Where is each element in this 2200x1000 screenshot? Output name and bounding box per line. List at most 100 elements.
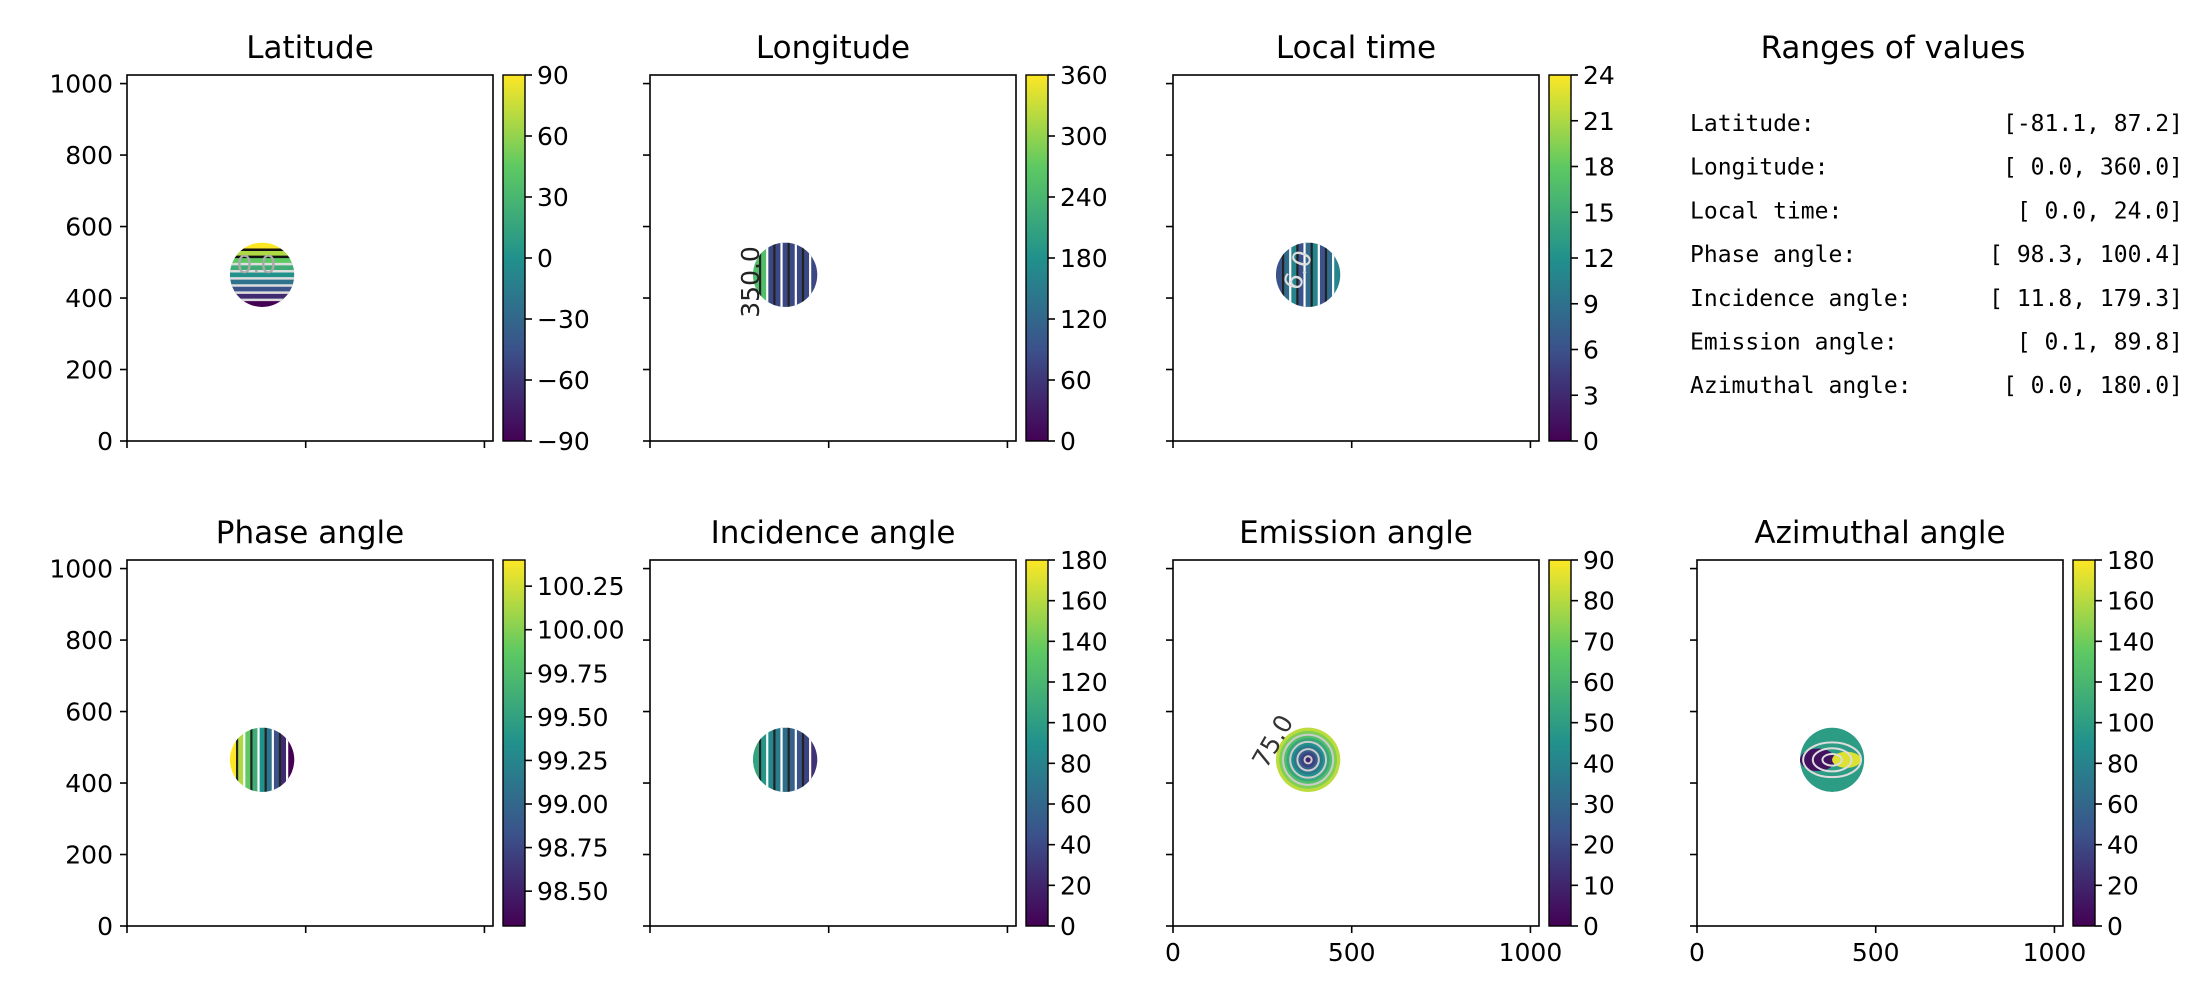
disk-band [229,271,295,279]
planet-disk-image [1275,242,1341,307]
colorbar-tick-label: 80 [1583,587,1615,616]
disk-band [287,727,295,792]
disk-band [251,727,260,792]
range-row-name: Phase angle: [1690,242,1856,268]
y-tick-label: 1000 [49,555,113,584]
colorbar [1026,560,1048,926]
colorbar-tick-label: 160 [2107,587,2155,616]
disk-band [767,727,775,792]
colorbar-tick-label: 12 [1583,244,1615,273]
colorbar-tick-label: 10 [1583,871,1615,900]
colorbar-tick-label: 40 [1583,749,1615,778]
colorbar-tick-label: 9 [1583,290,1599,319]
range-row-name: Longitude: [1690,155,1828,181]
colorbar-tick-label: 180 [1060,546,1108,575]
range-row-name: Latitude: [1690,111,1815,137]
disk-band [1283,242,1291,307]
disk-band [229,292,295,301]
axes-frame [649,74,1017,442]
disk-band [279,727,288,792]
disk-band [802,727,811,792]
colorbar-tick-label: 0 [1060,912,1076,941]
contour-line [1303,755,1313,765]
contour-line [1802,741,1863,779]
colorbar-tick-label: 60 [1060,366,1092,395]
contour-line [1821,753,1843,767]
disk-band [1275,242,1284,307]
range-row-value: [-81.1, 87.2] [2003,111,2183,137]
disk-band [767,242,775,307]
colorbar-tick-label: 6 [1583,336,1599,365]
planet-disk-image [229,727,295,792]
contour-label: 0.0 [237,250,277,279]
colorbar-tick-label: 180 [1060,244,1108,273]
colorbar-tick-label: 120 [1060,305,1108,334]
disk-band [795,242,804,307]
colorbar-tick-label: 180 [2107,546,2155,575]
colorbar-tick-label: 60 [1060,790,1092,819]
disk-band [229,727,238,792]
disk-band [258,727,267,792]
colorbar-tick-label: 20 [1583,831,1615,860]
colorbar-tick-label: 98.50 [537,877,609,906]
range-row-name: Emission angle: [1690,330,1898,356]
colorbar-tick-label: 140 [2107,627,2155,656]
planet-disk-image [1275,727,1341,792]
colorbar-tick-label: 99.50 [537,703,609,732]
range-row-name: Incidence angle: [1690,286,1912,312]
colorbar [503,75,525,441]
axes-frame [1172,74,1540,442]
colorbar-tick-label: 0 [1060,427,1076,456]
contour-line [1811,747,1853,773]
colorbar-tick-label: 70 [1583,627,1615,656]
colorbar-frame [1548,559,1572,927]
disk-band [244,727,252,792]
colorbar-tick-label: 60 [537,122,569,151]
ranges-panel-title: Ranges of values [1761,30,2026,66]
disk-band [229,299,295,307]
colorbar-tick-label: 360 [1060,61,1108,90]
y-tick-label: 0 [97,427,113,456]
disk-band [1325,242,1334,307]
colorbar-tick-label: 50 [1583,709,1615,738]
colorbar [1026,75,1048,441]
y-tick-label: 800 [65,626,113,655]
disk-band [229,285,295,294]
subplot-title: Latitude [246,30,374,66]
colorbar-frame [1025,559,1049,927]
disk-band [229,264,295,272]
colorbar-tick-label: 20 [1060,871,1092,900]
colorbar-tick-label: 98.75 [537,834,609,863]
colorbar-tick-label: 15 [1583,198,1615,227]
colorbar-tick-label: 18 [1583,153,1615,182]
disk-band [1311,242,1320,307]
disk-band [781,242,790,307]
colorbar-tick-label: 40 [2107,831,2139,860]
disk-band [237,727,245,792]
x-tick-label: 500 [1852,938,1900,967]
disk-band [752,727,761,792]
colorbar-frame [502,559,526,927]
x-tick-label: 0 [1165,938,1181,967]
range-row-value: [ 11.8, 179.3] [1989,286,2183,312]
colorbar [1549,560,1571,926]
y-tick-label: 600 [65,698,113,727]
colorbar-tick-label: 90 [1583,546,1615,575]
subplot-phase-angle: Phase angle 0 200 400 600 800 1000 100.25 100.00… [49,515,624,941]
colorbar-tick-label: 120 [1060,668,1108,697]
x-tick-label: 1000 [2023,938,2087,967]
range-row-value: [ 0.0, 180.0] [2003,373,2183,399]
x-tick-label: 500 [1328,938,1376,967]
colorbar-tick-label: 99.25 [537,746,609,775]
disk-band [265,727,274,792]
y-tick-label: 1000 [49,70,113,99]
y-tick-label: 400 [65,769,113,798]
subplot-title: Local time [1276,30,1436,66]
colorbar-tick-label: 140 [1060,627,1108,656]
colorbar-tick-label: −60 [537,366,590,395]
colorbar-tick-label: 100.00 [537,616,624,645]
colorbar-tick-label: 120 [2107,668,2155,697]
disk-band [788,242,797,307]
